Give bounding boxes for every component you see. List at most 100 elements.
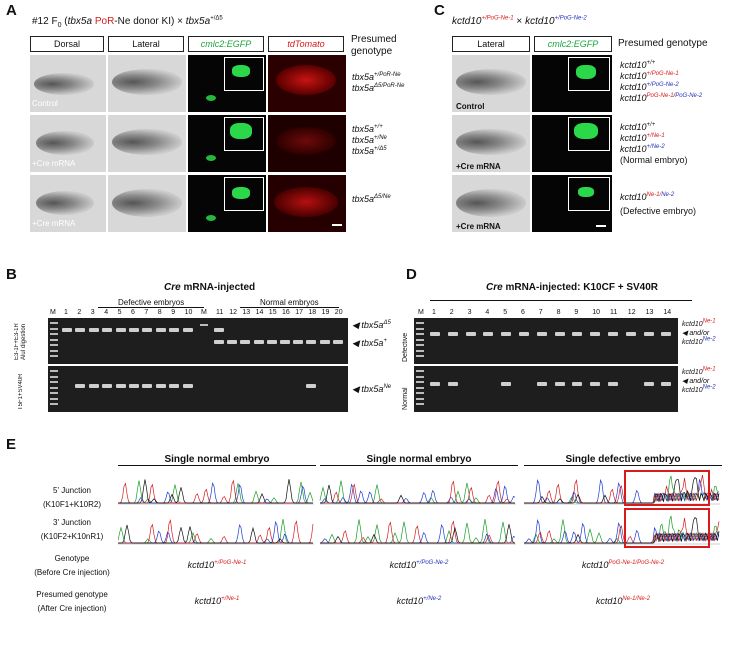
- panel-b-side-bottom: T5F1+SV40R: [18, 373, 24, 410]
- panel-e-genotype-3: kctd10PoG-Ne-1/PoG-Ne-2: [581, 560, 665, 570]
- panel-d-lane-4: 4: [485, 309, 490, 316]
- panel-c-genotype-row3: kctd10Ne-1/Ne-2 (Defective embryo): [620, 192, 697, 216]
- panel-c-letter: C: [434, 2, 445, 19]
- panel-b-lane-17: 17: [295, 309, 303, 316]
- lateral-image-cre2: [108, 175, 186, 232]
- panel-e-genotype-label: Genotype: [54, 554, 90, 563]
- panel-b-lane-6: 6: [131, 309, 135, 316]
- c-egfp-cre2: [532, 175, 612, 232]
- panel-a-genotype-row3: tbx5aΔ5/Ne: [352, 194, 391, 204]
- panel-d-side-top: Defective: [402, 332, 409, 362]
- panel-b-lane-10: 10: [184, 309, 193, 316]
- panel-e-col2: Single normal embryo: [320, 454, 518, 466]
- panel-d-gel-bottom: [414, 366, 678, 412]
- panel-d-title-rule: [430, 300, 692, 301]
- panel-e-letter: E: [6, 436, 17, 453]
- header-c-lateral: Lateral: [452, 36, 530, 52]
- panel-b-lane-5: 5: [117, 309, 122, 316]
- panel-b-lane-12: 12: [229, 309, 237, 316]
- panel-b-lane-9: 9: [171, 309, 176, 316]
- panel-e-redbox-3prime: [624, 508, 710, 548]
- panel-b-label-ne: ◀ tbx5aNe: [352, 384, 392, 394]
- c-row-label-cre2: +Cre mRNA: [456, 222, 501, 231]
- panel-e-presumed-label: Presumed genotype: [36, 590, 108, 599]
- panel-b-lane-15: 15: [268, 309, 277, 316]
- dorsal-image-cre2: [30, 175, 106, 232]
- header-dorsal: Dorsal: [30, 36, 104, 52]
- row-label-cre1: +Cre mRNA: [32, 159, 76, 168]
- panel-d-lane-6: 6: [521, 309, 525, 316]
- panel-e-col1: Single normal embryo: [118, 454, 316, 466]
- panel-a-letter: A: [6, 2, 17, 19]
- egfp-image-cre2: [188, 175, 266, 232]
- panel-c-genotype-row2: kctd10+/+ kctd10+/Ne-1 kctd10+/Ne-2 (Nor…: [620, 122, 688, 165]
- panel-b-gel-bottom: [48, 366, 348, 412]
- panel-d-lane-14: 14: [663, 309, 672, 316]
- row-label-control: Control: [32, 99, 58, 108]
- panel-d-lane-5: 5: [503, 309, 508, 316]
- panel-a-genotype-row2: tbx5a+/+ tbx5a+/Ne tbx5a+/Δ5: [352, 124, 387, 156]
- panel-e-presumed-3: kctd10Ne-1/Ne-2: [595, 596, 651, 606]
- panel-b-lane-14: 14: [255, 309, 264, 316]
- panel-b-lane-8: 8: [157, 309, 162, 316]
- panel-d-side-bottom: Normal: [402, 387, 409, 410]
- panel-b-normal-label: Normal embryos: [240, 298, 339, 308]
- c-row-label-cre1: +Cre mRNA: [456, 162, 501, 171]
- header-c-egfp: cmlc2:EGFP: [534, 36, 612, 52]
- panel-d-lane-10: 10: [592, 309, 600, 316]
- panel-b-lane-18: 18: [308, 309, 317, 316]
- egfp-image-control: [188, 55, 266, 112]
- dorsal-image-cre1: [30, 115, 106, 172]
- panel-b-label-d5: ◀ tbx5aΔ5: [352, 320, 391, 330]
- panel-b-lane-1: 1: [64, 309, 68, 316]
- panel-d-lane-m: M: [418, 309, 424, 316]
- panel-b-defective-label: Defective embryos: [98, 298, 205, 308]
- panel-d-letter: D: [406, 266, 417, 283]
- panel-d-lane-1: 1: [432, 309, 436, 316]
- panel-b-title: Cre mRNA-injected: [164, 282, 256, 293]
- presumed-genotype-header: Presumed genotype: [351, 34, 397, 57]
- c-egfp-cre1: [532, 115, 612, 172]
- panel-e-redbox-5prime: [624, 470, 710, 506]
- panel-e-chromatograms: [118, 474, 720, 545]
- panel-e-col3: Single defective embryo: [524, 454, 722, 466]
- panel-b-lane-11: 11: [216, 309, 224, 316]
- panel-e-presumed-2: kctd10+/Ne-2: [396, 596, 442, 606]
- lateral-image-cre1: [108, 115, 186, 172]
- panel-e-presumed-sub: (After Cre injection): [37, 604, 107, 613]
- header-tdtomato: tdTomato: [268, 36, 344, 52]
- panel-e-genotype-sub: (Before Cre injection): [34, 568, 110, 577]
- panel-b-lane-3: 3: [90, 309, 95, 316]
- panel-d-gel-top: [414, 318, 678, 364]
- lateral-image-control: [108, 55, 186, 112]
- panel-d-lane-9: 9: [574, 309, 579, 316]
- panel-a-genotype-row1: tbx5a+/PoR-Ne tbx5aΔ5/PoR-Ne: [352, 72, 405, 93]
- panel-b-label-wt: ◀ tbx5a+: [352, 338, 387, 348]
- panel-e-row2-label: 3' Junction: [53, 518, 91, 527]
- panel-b-lane-m1: M: [50, 309, 56, 316]
- panel-c-presumed: Presumed genotype: [618, 38, 708, 49]
- panel-d-lane-7: 7: [538, 309, 543, 316]
- panel-d-label-top: kctd10Ne-1 ◀ and/or kctd10Ne-2: [682, 318, 716, 346]
- c-lateral-cre1: [452, 115, 530, 172]
- panel-d-lane-3: 3: [467, 309, 472, 316]
- panel-d-lane-8: 8: [556, 309, 561, 316]
- panel-b-lane-20: 20: [334, 309, 343, 316]
- header-cmlc2-egfp: cmlc2:EGFP: [188, 36, 264, 52]
- panel-b-lane-4: 4: [104, 309, 109, 316]
- panel-b-letter: B: [6, 266, 17, 283]
- panel-d-lane-2: 2: [449, 309, 454, 316]
- panel-b-side-top: E3-1F+E3-1R AluI digestion: [14, 323, 27, 360]
- panel-b-lane-2: 2: [77, 309, 82, 316]
- panel-e-row2-sub: (K10F2+K10nR1): [40, 532, 104, 541]
- c-lateral-control: [452, 55, 530, 112]
- panel-e-genotype-2: kctd10+/PoG-Ne-2: [389, 560, 449, 570]
- panel-b-lane-m2: M: [201, 309, 207, 316]
- egfp-image-cre1: [188, 115, 266, 172]
- panel-c-genotype-row1: kctd10+/+ kctd10+/PoG-Ne-1 kctd10+/PoG-N…: [620, 60, 703, 103]
- panel-d-title: Cre mRNA-injected: K10CF + SV40R: [486, 282, 659, 293]
- panel-b-gel-top: [48, 318, 348, 364]
- row-label-cre2: +Cre mRNA: [32, 219, 76, 228]
- tdtomato-image-control: [268, 55, 346, 112]
- dorsal-image-control: [30, 55, 106, 112]
